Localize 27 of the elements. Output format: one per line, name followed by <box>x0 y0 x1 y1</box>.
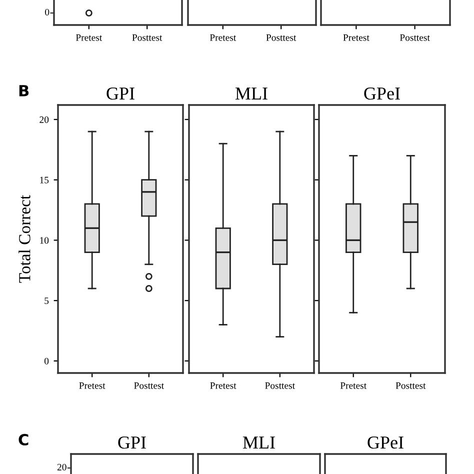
y-tick-label: 20 <box>40 116 49 123</box>
category-label: Posttest <box>266 34 296 41</box>
y-tick-label: 10 <box>40 237 49 244</box>
category-label: Posttest <box>400 34 430 41</box>
x-tick-label: Pretest <box>210 382 236 389</box>
y-axis-title: Total Correct <box>18 195 30 283</box>
y-tick-label: 15 <box>40 176 49 184</box>
text: 20 <box>57 464 66 470</box>
x-tick-label: Pretest <box>340 382 367 389</box>
y-tick-label: 5 <box>44 298 49 304</box>
category-label: Pretest <box>210 34 236 41</box>
category-label: Pretest <box>343 34 370 41</box>
x-tick-label: Pretest <box>79 382 106 389</box>
category-label: Posttest <box>132 34 162 41</box>
category-label: Pretest <box>76 34 102 41</box>
x-tick-label: Posttest <box>265 382 295 389</box>
y-tick-label: 0 <box>44 358 49 364</box>
text: GPeI <box>368 436 404 449</box>
chart-title: MLI <box>235 88 268 100</box>
chart-title: GPI <box>106 87 134 100</box>
text: GPI <box>118 436 146 449</box>
chart-title: GPeI <box>364 87 400 100</box>
x-tick-label: Posttest <box>396 382 426 389</box>
text: B <box>19 85 29 96</box>
text: MLI <box>242 436 275 448</box>
x-tick-label: Posttest <box>134 382 164 389</box>
text: C <box>18 434 28 446</box>
